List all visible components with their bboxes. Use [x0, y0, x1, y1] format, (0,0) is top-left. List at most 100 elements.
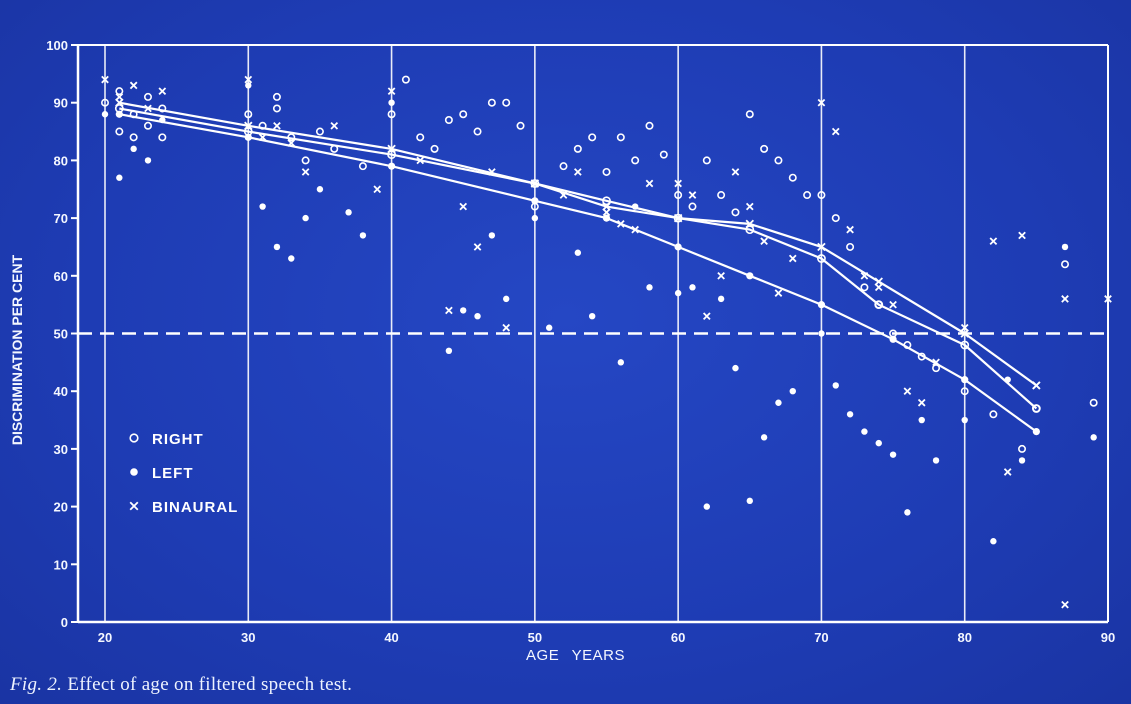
- cross-stroke: [917, 398, 926, 407]
- point-left: [875, 439, 882, 447]
- cross-stroke: [673, 213, 683, 223]
- point-binaural: [817, 98, 826, 107]
- point-left: [101, 111, 109, 118]
- point-left: [617, 359, 625, 366]
- x-tick-label: 60: [671, 630, 685, 645]
- grid: [78, 45, 1108, 622]
- cross-stroke: [989, 237, 998, 246]
- point-left: [445, 347, 453, 355]
- cross-stroke: [602, 202, 611, 211]
- point-right: [158, 133, 167, 142]
- point-right: [573, 144, 582, 153]
- point-binaural: [559, 191, 568, 199]
- point-left: [159, 116, 166, 124]
- point-right: [731, 208, 740, 217]
- point-binaural: [502, 323, 511, 332]
- point-binaural: [158, 87, 167, 95]
- cross-stroke: [559, 191, 568, 199]
- point-right: [272, 104, 281, 113]
- point-right: [602, 167, 611, 176]
- point-left: [646, 284, 653, 291]
- y-tick-label: 0: [61, 615, 68, 630]
- cross-stroke: [688, 191, 697, 199]
- cross-stroke: [387, 144, 396, 154]
- trend-point-binaural: [244, 121, 253, 131]
- point-binaural: [330, 121, 339, 130]
- point-binaural: [788, 254, 797, 263]
- trend-point-left: [961, 376, 969, 384]
- cross-stroke: [932, 358, 940, 367]
- point-left: [775, 399, 782, 406]
- cross-stroke: [530, 179, 540, 188]
- cross-stroke: [788, 254, 797, 263]
- cross-stroke: [387, 87, 396, 95]
- point-right: [960, 387, 969, 396]
- cross-stroke: [115, 98, 124, 107]
- point-left: [760, 434, 768, 441]
- cross-stroke: [115, 93, 124, 101]
- point-left: [388, 99, 395, 106]
- point-right: [272, 92, 281, 101]
- trend-point-left: [531, 197, 539, 205]
- point-left: [703, 503, 710, 510]
- point-right: [645, 121, 654, 130]
- trend-point-binaural: [874, 277, 883, 286]
- point-binaural: [774, 289, 783, 297]
- cross-stroke: [301, 168, 310, 176]
- cross-stroke: [645, 179, 654, 188]
- point-left: [302, 214, 309, 222]
- point-binaural: [717, 271, 725, 280]
- point-binaural: [488, 168, 496, 176]
- trend-point-right: [673, 213, 683, 223]
- point-left: [717, 295, 725, 303]
- point-right: [416, 133, 425, 142]
- figure-caption: Fig. 2. Effect of age on filtered speech…: [10, 674, 352, 696]
- point-right: [917, 352, 926, 361]
- point-binaural: [960, 323, 969, 332]
- point-right: [158, 104, 167, 113]
- point-right: [631, 156, 640, 165]
- legend: RIGHT LEFT BINAURAL: [129, 431, 237, 516]
- point-left: [259, 203, 266, 210]
- point-left: [288, 255, 295, 262]
- point-right: [616, 133, 625, 142]
- point-right: [1018, 444, 1027, 453]
- point-right: [115, 87, 124, 96]
- point-left: [545, 324, 553, 331]
- point-binaural: [445, 306, 453, 315]
- point-binaural: [129, 81, 138, 90]
- point-left: [746, 497, 753, 505]
- point-left: [531, 214, 539, 222]
- point-right: [459, 110, 468, 119]
- point-binaural: [917, 398, 926, 407]
- point-left: [918, 416, 925, 424]
- trend-point-left: [387, 162, 396, 170]
- x-tick-label: 40: [384, 630, 398, 645]
- point-binaural: [258, 133, 267, 142]
- x-axis-label: AGE YEARS: [526, 647, 625, 664]
- point-right: [1061, 260, 1070, 269]
- point-right: [760, 144, 769, 153]
- point-binaural: [846, 225, 854, 234]
- cross-stroke: [745, 219, 755, 229]
- cross-stroke: [502, 323, 511, 332]
- cross-stroke: [702, 312, 711, 321]
- point-right: [516, 121, 525, 130]
- point-right: [860, 283, 869, 292]
- point-right: [588, 133, 597, 142]
- y-tick-label: 90: [54, 96, 68, 111]
- x-tick-label: 30: [241, 630, 255, 645]
- trend-point-left: [746, 272, 754, 280]
- point-right: [115, 127, 124, 136]
- cross-stroke: [1061, 600, 1069, 609]
- point-left: [245, 82, 252, 89]
- cross-stroke: [373, 185, 382, 194]
- x-tick-label: 90: [1101, 630, 1115, 645]
- point-binaural: [1061, 295, 1069, 303]
- trend-point-left: [602, 214, 611, 222]
- point-right: [330, 144, 339, 153]
- trend-point-right: [745, 225, 755, 235]
- point-binaural: [645, 179, 654, 188]
- legend-marker-right: [129, 433, 139, 443]
